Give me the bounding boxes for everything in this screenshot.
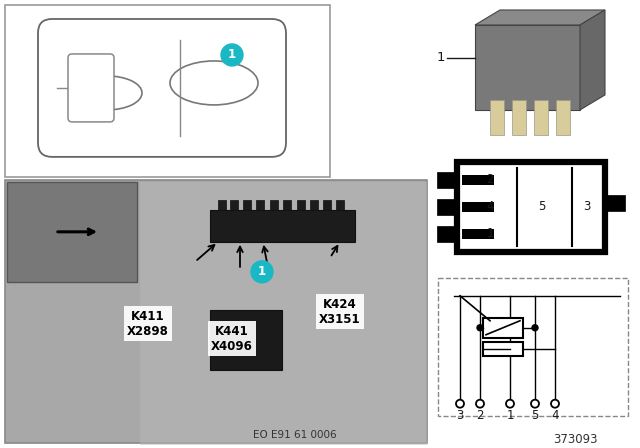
Polygon shape (475, 10, 605, 25)
Text: 5: 5 (531, 409, 539, 422)
Text: EO E91 61 0006: EO E91 61 0006 (253, 430, 337, 439)
Text: K441
X4096: K441 X4096 (211, 325, 253, 353)
Bar (243, 200, 251, 210)
Circle shape (476, 400, 484, 408)
Text: 1: 1 (486, 227, 493, 240)
Text: 5: 5 (538, 200, 546, 213)
Text: K424
X3151: K424 X3151 (319, 298, 361, 326)
Bar (437, 199, 457, 215)
Ellipse shape (72, 76, 142, 110)
Circle shape (456, 400, 464, 408)
Text: 2: 2 (476, 409, 484, 422)
Ellipse shape (170, 61, 258, 105)
Circle shape (251, 261, 273, 283)
Circle shape (532, 325, 538, 331)
Bar (323, 200, 331, 210)
Text: 1: 1 (436, 52, 445, 65)
Circle shape (221, 44, 243, 66)
Bar (5, 5, 330, 177)
Circle shape (551, 400, 559, 408)
Bar (605, 195, 625, 211)
Text: 3: 3 (456, 409, 464, 422)
Bar (556, 100, 570, 135)
Bar (437, 172, 457, 188)
Bar (218, 200, 226, 210)
Bar (438, 278, 628, 416)
Bar (437, 226, 457, 242)
Bar (270, 200, 278, 210)
Bar (490, 100, 504, 135)
Bar (483, 318, 523, 338)
Text: 1: 1 (258, 265, 266, 278)
Circle shape (477, 325, 483, 331)
Text: 373093: 373093 (553, 433, 597, 446)
Text: 3: 3 (583, 200, 591, 213)
Bar (475, 25, 580, 110)
Bar (462, 229, 494, 239)
Bar (210, 210, 355, 242)
Bar (297, 200, 305, 210)
Bar (7, 182, 137, 282)
Text: 1: 1 (506, 409, 514, 422)
Text: 2: 2 (486, 173, 493, 186)
Bar (256, 200, 264, 210)
Bar (310, 200, 318, 210)
Bar (457, 162, 605, 252)
Polygon shape (580, 10, 605, 110)
Bar (230, 200, 238, 210)
Bar (462, 175, 494, 185)
Text: 4: 4 (551, 409, 559, 422)
Bar (483, 342, 523, 356)
Bar (512, 100, 526, 135)
Circle shape (531, 400, 539, 408)
Bar (5, 180, 427, 443)
Text: 4: 4 (486, 200, 493, 213)
Circle shape (506, 400, 514, 408)
Bar (336, 200, 344, 210)
Bar (462, 202, 494, 212)
Bar (210, 310, 282, 370)
Bar (283, 200, 291, 210)
Text: 1: 1 (228, 48, 236, 61)
Bar (140, 182, 427, 445)
Text: K411
X2898: K411 X2898 (127, 310, 169, 338)
Bar (534, 100, 548, 135)
FancyBboxPatch shape (38, 19, 286, 157)
FancyBboxPatch shape (68, 54, 114, 122)
